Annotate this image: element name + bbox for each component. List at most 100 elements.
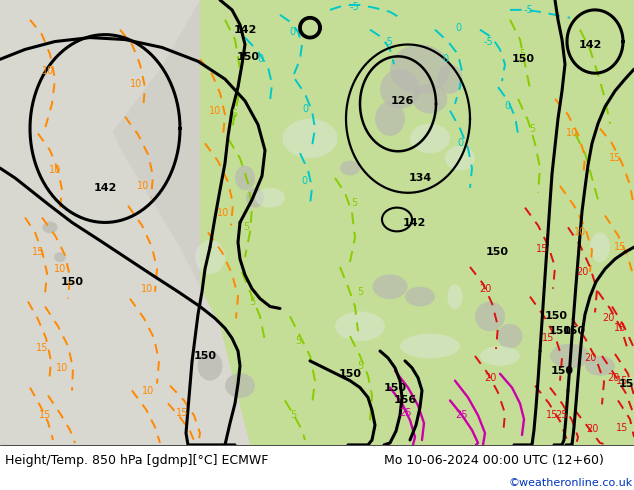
- Text: 15: 15: [176, 408, 188, 418]
- Text: 0: 0: [457, 138, 463, 148]
- Text: Mo 10-06-2024 00:00 UTC (12+60): Mo 10-06-2024 00:00 UTC (12+60): [384, 454, 604, 467]
- Text: 150: 150: [619, 379, 634, 389]
- Text: 20: 20: [586, 424, 598, 434]
- Text: 150: 150: [562, 326, 586, 336]
- Text: 5: 5: [231, 109, 237, 119]
- Polygon shape: [283, 119, 337, 158]
- Text: 150: 150: [545, 311, 567, 321]
- Text: 20: 20: [602, 314, 614, 323]
- Text: 0: 0: [301, 176, 307, 186]
- Polygon shape: [195, 240, 225, 274]
- Text: -5: -5: [383, 37, 393, 47]
- Polygon shape: [255, 188, 285, 208]
- Text: 150: 150: [550, 366, 574, 376]
- Text: 150: 150: [193, 351, 216, 361]
- Text: 15: 15: [614, 242, 626, 252]
- Text: 142: 142: [233, 24, 257, 35]
- Text: 150: 150: [60, 277, 84, 287]
- Text: 142: 142: [578, 41, 602, 50]
- Text: 0: 0: [302, 104, 308, 114]
- Polygon shape: [437, 64, 462, 94]
- Text: 20: 20: [479, 284, 491, 294]
- Text: 10: 10: [141, 284, 153, 294]
- Text: 15: 15: [616, 423, 628, 433]
- Text: 10: 10: [42, 66, 54, 76]
- Text: 10: 10: [574, 227, 586, 237]
- Text: 150: 150: [486, 247, 508, 257]
- Polygon shape: [380, 69, 420, 109]
- Text: 25: 25: [456, 410, 469, 420]
- Polygon shape: [400, 334, 460, 358]
- Text: 10: 10: [54, 264, 66, 274]
- Polygon shape: [448, 284, 462, 309]
- Text: 5: 5: [357, 361, 363, 371]
- Text: 150: 150: [512, 54, 534, 64]
- Polygon shape: [445, 146, 475, 171]
- Text: 15: 15: [614, 323, 626, 333]
- Text: 126: 126: [391, 96, 414, 106]
- Text: 5: 5: [351, 197, 357, 208]
- Polygon shape: [0, 0, 200, 198]
- Text: 10: 10: [217, 208, 229, 218]
- Text: 10: 10: [142, 386, 154, 395]
- Polygon shape: [198, 351, 223, 381]
- Polygon shape: [475, 301, 505, 331]
- Text: 10: 10: [49, 165, 61, 175]
- Polygon shape: [390, 45, 450, 94]
- Polygon shape: [373, 274, 408, 299]
- Text: 10: 10: [566, 128, 578, 139]
- Polygon shape: [590, 232, 610, 262]
- Polygon shape: [200, 0, 634, 445]
- Polygon shape: [410, 123, 450, 153]
- Polygon shape: [375, 101, 405, 136]
- Text: 10: 10: [130, 79, 142, 89]
- Text: 5: 5: [290, 410, 296, 420]
- Text: 20: 20: [607, 373, 619, 383]
- Text: 10: 10: [56, 363, 68, 373]
- Text: 15: 15: [609, 153, 621, 163]
- Text: 0: 0: [289, 26, 295, 37]
- Text: 15: 15: [542, 333, 554, 343]
- Text: 15: 15: [616, 376, 628, 386]
- Polygon shape: [335, 312, 385, 341]
- Text: 15: 15: [36, 343, 48, 353]
- Text: 150: 150: [384, 383, 406, 392]
- Text: 5: 5: [295, 336, 301, 346]
- Polygon shape: [225, 373, 255, 398]
- Text: 20: 20: [576, 267, 588, 277]
- Text: -5: -5: [349, 2, 359, 12]
- Polygon shape: [200, 0, 634, 445]
- Text: 150: 150: [339, 369, 361, 379]
- Text: 5: 5: [357, 287, 363, 296]
- Text: 156: 156: [393, 395, 417, 405]
- Text: 10: 10: [137, 181, 149, 191]
- Text: 15: 15: [32, 247, 44, 257]
- Text: 0: 0: [504, 101, 510, 111]
- Text: 20: 20: [584, 353, 596, 363]
- Polygon shape: [550, 343, 590, 368]
- Polygon shape: [413, 84, 448, 114]
- Polygon shape: [235, 166, 255, 190]
- Text: 150: 150: [548, 326, 571, 336]
- Polygon shape: [405, 287, 435, 306]
- Text: -5: -5: [523, 5, 533, 15]
- Polygon shape: [0, 0, 250, 445]
- Text: 0: 0: [257, 54, 263, 64]
- Text: 142: 142: [93, 183, 117, 193]
- Polygon shape: [54, 252, 66, 262]
- Text: 142: 142: [403, 219, 425, 228]
- Polygon shape: [246, 188, 264, 208]
- Text: 150: 150: [236, 52, 259, 62]
- Polygon shape: [585, 356, 615, 376]
- Polygon shape: [240, 0, 634, 99]
- Text: ©weatheronline.co.uk: ©weatheronline.co.uk: [508, 478, 633, 488]
- Text: 5: 5: [519, 49, 525, 59]
- Text: 5: 5: [249, 296, 255, 307]
- Text: 15: 15: [546, 410, 558, 420]
- Polygon shape: [498, 324, 522, 348]
- Text: 5: 5: [243, 222, 249, 232]
- Text: 10: 10: [209, 106, 221, 116]
- Polygon shape: [42, 221, 58, 233]
- Text: 134: 134: [408, 173, 432, 183]
- Text: 25: 25: [400, 408, 412, 418]
